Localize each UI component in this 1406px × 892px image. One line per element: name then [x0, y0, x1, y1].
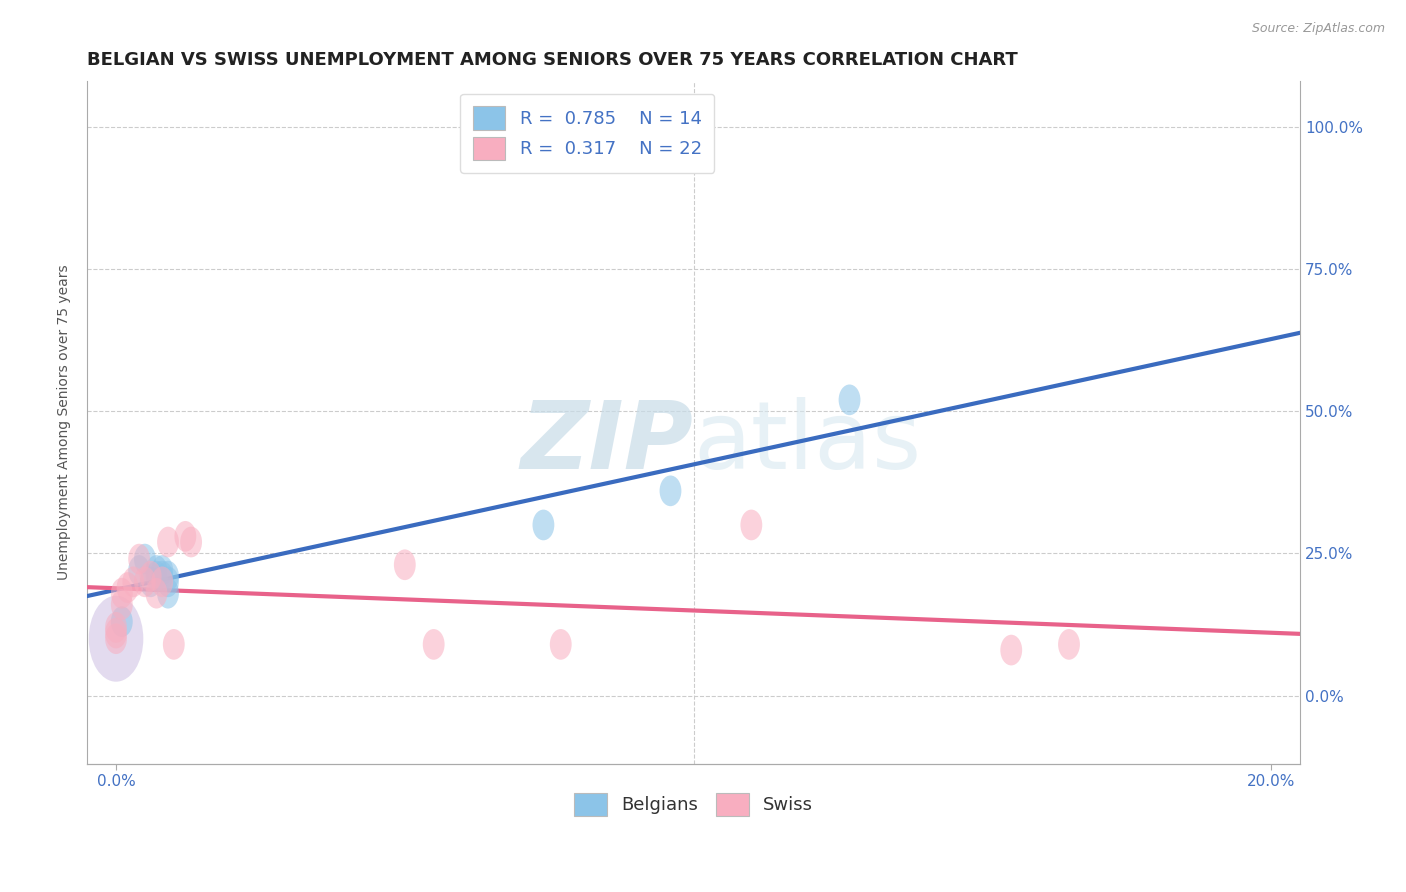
Ellipse shape [157, 561, 179, 591]
Ellipse shape [1000, 635, 1022, 665]
Ellipse shape [152, 555, 173, 586]
Ellipse shape [163, 629, 184, 660]
Ellipse shape [139, 561, 162, 591]
Ellipse shape [533, 509, 554, 541]
Ellipse shape [180, 526, 202, 558]
Ellipse shape [146, 561, 167, 591]
Ellipse shape [105, 612, 127, 642]
Legend: Belgians, Swiss: Belgians, Swiss [567, 785, 820, 823]
Ellipse shape [111, 607, 132, 637]
Ellipse shape [394, 549, 416, 580]
Ellipse shape [139, 566, 162, 597]
Ellipse shape [157, 526, 179, 558]
Ellipse shape [111, 590, 132, 620]
Ellipse shape [134, 566, 156, 597]
Ellipse shape [146, 578, 167, 608]
Ellipse shape [105, 624, 127, 654]
Ellipse shape [128, 544, 150, 574]
Ellipse shape [157, 578, 179, 608]
Ellipse shape [134, 544, 156, 574]
Ellipse shape [659, 475, 682, 506]
Ellipse shape [152, 566, 173, 597]
Text: ZIP: ZIP [520, 397, 693, 489]
Ellipse shape [174, 521, 197, 551]
Ellipse shape [128, 555, 150, 586]
Ellipse shape [838, 384, 860, 415]
Text: atlas: atlas [693, 397, 922, 489]
Ellipse shape [117, 572, 139, 603]
Ellipse shape [89, 596, 143, 681]
Ellipse shape [157, 566, 179, 597]
Text: Source: ZipAtlas.com: Source: ZipAtlas.com [1251, 22, 1385, 36]
Y-axis label: Unemployment Among Seniors over 75 years: Unemployment Among Seniors over 75 years [58, 265, 72, 581]
Ellipse shape [122, 566, 145, 597]
Ellipse shape [550, 629, 572, 660]
Ellipse shape [1059, 629, 1080, 660]
Ellipse shape [741, 509, 762, 541]
Ellipse shape [423, 629, 444, 660]
Ellipse shape [152, 561, 173, 591]
Ellipse shape [111, 578, 132, 608]
Text: BELGIAN VS SWISS UNEMPLOYMENT AMONG SENIORS OVER 75 YEARS CORRELATION CHART: BELGIAN VS SWISS UNEMPLOYMENT AMONG SENI… [87, 51, 1018, 69]
Ellipse shape [146, 555, 167, 586]
Ellipse shape [105, 617, 127, 648]
